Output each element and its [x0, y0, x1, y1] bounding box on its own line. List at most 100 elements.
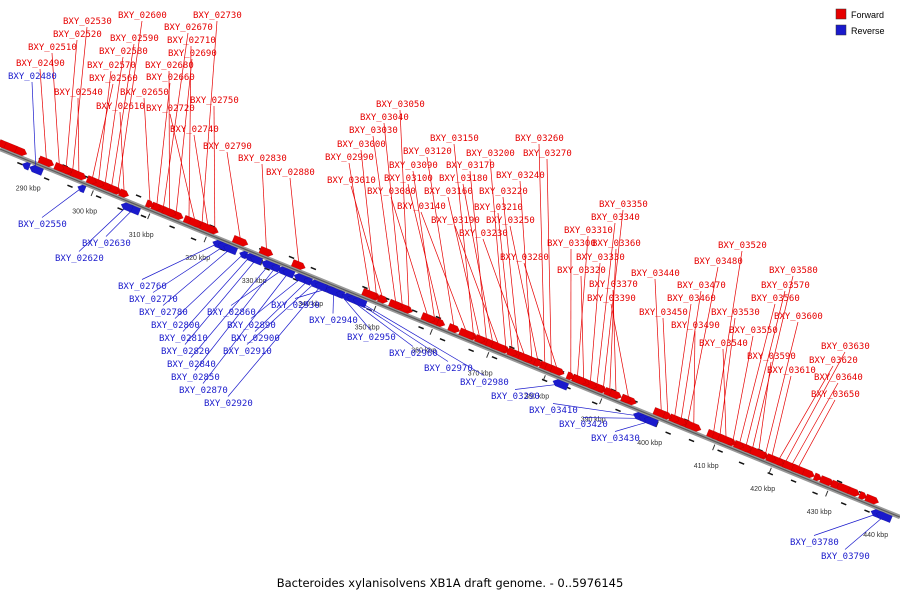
leader-line [420, 211, 468, 335]
gene-label: BXY_03440 [631, 269, 680, 279]
forward-gene-glyph [533, 358, 543, 367]
leader-line [662, 317, 669, 417]
leader-line [712, 250, 743, 435]
forward-gene-glyph [684, 420, 702, 432]
forward-gene-glyph [436, 318, 446, 328]
leader-line [390, 196, 429, 319]
reverse-gene-glyph [644, 416, 659, 428]
gene-label: BXY_02990 [325, 153, 374, 163]
forward-gene-glyph [749, 446, 767, 459]
ruler-tick [542, 375, 546, 382]
reverse-gene-glyph [21, 161, 32, 171]
leader-line [509, 225, 539, 364]
leader-line [614, 420, 651, 432]
gene-label: BXY_03270 [523, 149, 572, 159]
gene-label: BXY_03050 [376, 100, 425, 110]
forward-gene-glyph [290, 259, 306, 271]
leader-line [226, 151, 242, 242]
leader-line [202, 272, 289, 384]
leader-line [412, 170, 436, 321]
minor-feature-tick [310, 266, 317, 271]
forward-gene-glyph [565, 371, 575, 381]
leader-line [182, 256, 250, 332]
leader-line [261, 163, 267, 253]
leader-line [348, 162, 371, 295]
leader-line [289, 177, 300, 266]
minor-feature-tick [17, 161, 23, 166]
leader-line [117, 20, 143, 192]
gene-label: BXY_02730 [193, 11, 242, 21]
gene-label: BXY_02690 [168, 49, 217, 59]
gene-label: BXY_02660 [146, 73, 195, 83]
gene-label: BXY_03530 [711, 308, 760, 318]
leader-line [777, 365, 834, 462]
forward-gene-glyph [387, 298, 403, 310]
gene-label: BXY_02610 [96, 102, 145, 112]
leader-line [519, 180, 533, 361]
genome-axis-core [0, 148, 900, 518]
forward-gene-glyph [549, 364, 565, 376]
reverse-gene-glyph [120, 202, 134, 213]
forward-gene-glyph [161, 206, 177, 218]
gene-label: BXY_02800 [151, 321, 200, 331]
leader-line [41, 187, 82, 218]
forward-gene-glyph [69, 168, 87, 181]
forward-gene-glyph [117, 188, 130, 198]
gene-label: BXY_03100 [384, 174, 433, 184]
forward-gene-glyph [801, 468, 815, 479]
ruler-tick [599, 398, 603, 405]
minor-feature-tick [288, 255, 295, 260]
leader-line [152, 246, 224, 293]
minor-feature-tick [362, 285, 368, 290]
forward-gene-glyph [188, 217, 202, 228]
leader-line [156, 82, 171, 208]
map-title: Bacteroides xylanisolvens XB1A draft gen… [277, 576, 624, 590]
axis-tick-label: 310 kbp [129, 232, 154, 239]
leader-line [78, 206, 127, 252]
leader-line [169, 113, 196, 224]
forward-gene-glyph [473, 333, 486, 344]
gene-label: BXY_03550 [729, 326, 778, 336]
ruler-tick-layer: 290 kbp 300 kbp 310 kbp 320 kbp 330 kbp 340 k… [16, 167, 888, 539]
gene-label: BXY_03190 [431, 216, 480, 226]
axis-tick-label: 350 kbp [355, 324, 380, 331]
forward-gene-glyph [506, 347, 518, 357]
axis-tick-label: 360 kbp [411, 347, 436, 354]
gene-label: BXY_03470 [677, 281, 726, 291]
leader-line [184, 259, 257, 345]
leader-line [673, 303, 692, 419]
leader-line [399, 109, 410, 311]
ruler-tick [825, 490, 829, 497]
ruler-tick [768, 467, 772, 474]
leader-line [250, 277, 302, 319]
leader-line [722, 348, 727, 441]
leader-line [39, 68, 47, 163]
gene-label: BXY_02830 [238, 154, 287, 164]
forward-legend-swatch [835, 8, 847, 20]
leader-line [175, 58, 193, 216]
forward-gene-glyph [361, 287, 378, 300]
leader-line [745, 290, 786, 449]
ruler-tick [486, 351, 490, 358]
forward-gene-glyph [857, 491, 868, 500]
leader-line [359, 301, 485, 376]
leader-line [654, 278, 662, 414]
gene-label: BXY_03180 [439, 174, 488, 184]
minor-feature-tick [615, 408, 621, 413]
ruler-tick [712, 444, 716, 451]
minor-feature-tick [665, 431, 672, 435]
gene-label: BXY_03650 [811, 390, 860, 400]
minor-feature-tick [468, 348, 475, 353]
leader-line [582, 417, 645, 419]
forward-gene-glyph [258, 245, 274, 257]
forward-gene-glyph [14, 145, 28, 157]
axis-tick-label: 410 kbp [694, 463, 719, 470]
ruler-tick [655, 421, 659, 428]
leader-line [447, 196, 481, 340]
axis-tick-label: 330 kbp [242, 278, 267, 285]
forward-gene-glyph [717, 433, 734, 446]
gene-label: BXY_02670 [164, 23, 213, 33]
leader-line [612, 289, 617, 396]
gene-label: BXY_03490 [671, 321, 720, 331]
gene-label: BXY_02880 [266, 168, 315, 178]
